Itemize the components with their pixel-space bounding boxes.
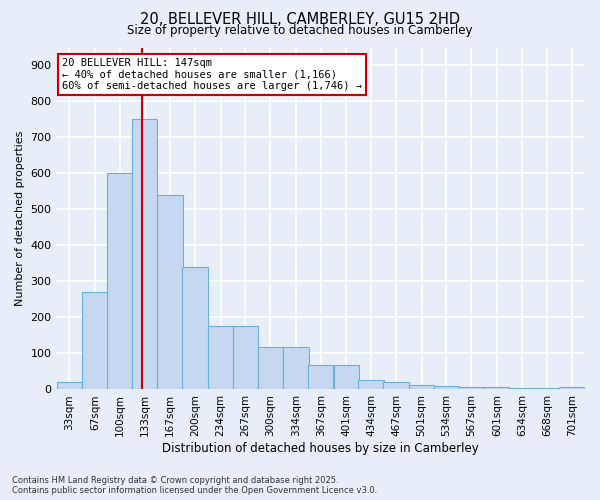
Bar bbox=[559, 386, 585, 390]
Bar bbox=[334, 365, 359, 390]
Bar bbox=[434, 386, 459, 390]
Bar bbox=[208, 326, 233, 390]
Bar bbox=[358, 380, 384, 390]
Text: Size of property relative to detached houses in Camberley: Size of property relative to detached ho… bbox=[127, 24, 473, 37]
Bar bbox=[308, 365, 334, 390]
X-axis label: Distribution of detached houses by size in Camberley: Distribution of detached houses by size … bbox=[163, 442, 479, 455]
Bar bbox=[233, 326, 258, 390]
Bar bbox=[283, 347, 308, 390]
Bar bbox=[82, 292, 107, 390]
Bar bbox=[458, 386, 484, 390]
Bar bbox=[132, 120, 157, 390]
Text: 20, BELLEVER HILL, CAMBERLEY, GU15 2HD: 20, BELLEVER HILL, CAMBERLEY, GU15 2HD bbox=[140, 12, 460, 28]
Bar bbox=[484, 386, 509, 390]
Bar bbox=[182, 267, 208, 390]
Text: 20 BELLEVER HILL: 147sqm
← 40% of detached houses are smaller (1,166)
60% of sem: 20 BELLEVER HILL: 147sqm ← 40% of detach… bbox=[62, 58, 362, 91]
Bar bbox=[257, 347, 283, 390]
Bar bbox=[509, 388, 535, 390]
Bar bbox=[56, 382, 82, 390]
Bar bbox=[535, 388, 560, 390]
Bar bbox=[409, 385, 434, 390]
Bar bbox=[107, 174, 133, 390]
Text: Contains HM Land Registry data © Crown copyright and database right 2025.
Contai: Contains HM Land Registry data © Crown c… bbox=[12, 476, 377, 495]
Y-axis label: Number of detached properties: Number of detached properties bbox=[15, 131, 25, 306]
Bar bbox=[157, 195, 183, 390]
Bar bbox=[383, 382, 409, 390]
